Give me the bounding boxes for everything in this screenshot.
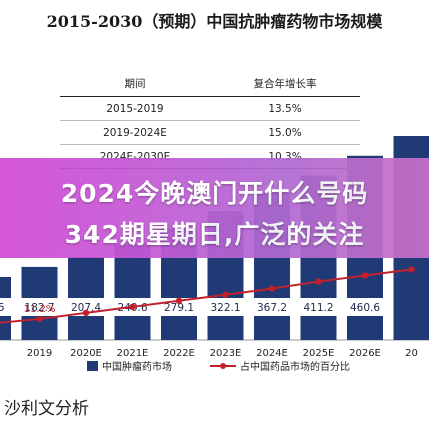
x-tick-label: 20	[405, 348, 418, 359]
bar-value-label: 57.5	[0, 302, 5, 314]
line-point	[408, 266, 415, 273]
bar-value-label: 322.1	[210, 302, 240, 314]
cagr-table-header: 期间 复合年增长率	[60, 70, 360, 97]
line-point	[129, 303, 136, 311]
legend-line-point	[220, 363, 226, 369]
source-footer: 沙利文分析	[4, 399, 89, 419]
bar-value-label: 460.6	[350, 302, 380, 314]
x-tick-label: 2022E	[163, 348, 195, 359]
line-point	[315, 278, 322, 285]
bar-value-label: 182.7	[24, 302, 54, 314]
line-value-label: 11.2%	[24, 304, 56, 315]
x-tick-label: 2020E	[70, 348, 102, 359]
bar-value-label-box	[20, 298, 59, 316]
x-tick-label: 2021E	[117, 348, 149, 359]
x-tick-label: 2025E	[303, 348, 335, 359]
bar-value-label: 279.1	[164, 302, 194, 314]
bar	[114, 243, 151, 340]
bar-value-label: 411.2	[303, 302, 333, 314]
banner-line-1: 2024今晚澳门开什么号码	[60, 179, 369, 208]
cagr-table-row: 2019-2024E 15.0%	[60, 121, 360, 145]
cagr-header-period: 期间	[124, 77, 146, 90]
bar-value-label-box	[299, 298, 338, 316]
legend-swatch-bar	[87, 361, 98, 371]
cagr-header-rate: 复合年增长率	[253, 77, 317, 90]
bar-value-label-box	[253, 298, 291, 316]
line-point	[222, 291, 229, 298]
cagr-rate: 15.0%	[268, 126, 302, 139]
x-tick-label: 2024E	[256, 348, 288, 359]
x-tick-label: 2019	[27, 348, 52, 359]
bar-value-label-box	[206, 298, 245, 316]
chart-title: 2015-2030（预期）中国抗肿瘤药物市场规模	[46, 12, 383, 31]
banner-line-2: 342期星期日,广泛的关注	[64, 220, 365, 249]
line-point	[82, 309, 90, 317]
bar-value-label: 367.2	[257, 302, 287, 314]
legend-label-bar: 中国肿瘤药市场	[102, 360, 172, 373]
cagr-period: 2015-2019	[106, 102, 164, 115]
bar-value-label-box	[0, 298, 12, 316]
promo-banner: 2024今晚澳门开什么号码 342期星期日,广泛的关注	[0, 158, 429, 258]
cagr-period: 2019-2024E	[103, 126, 167, 139]
line-point	[36, 315, 43, 323]
line-point	[361, 272, 369, 279]
line-point	[268, 285, 276, 292]
bar-value-label-box	[346, 298, 384, 316]
line-series-percent	[0, 268, 412, 324]
cagr-rate: 13.5%	[268, 102, 302, 115]
legend-label-line: 占中国药品市场的百分比	[240, 360, 350, 373]
cagr-table-row: 2015-2019 13.5%	[60, 97, 360, 121]
x-tick-label: 2026E	[349, 348, 381, 359]
x-tick-label: 2023E	[210, 348, 242, 359]
line-point	[175, 297, 183, 304]
